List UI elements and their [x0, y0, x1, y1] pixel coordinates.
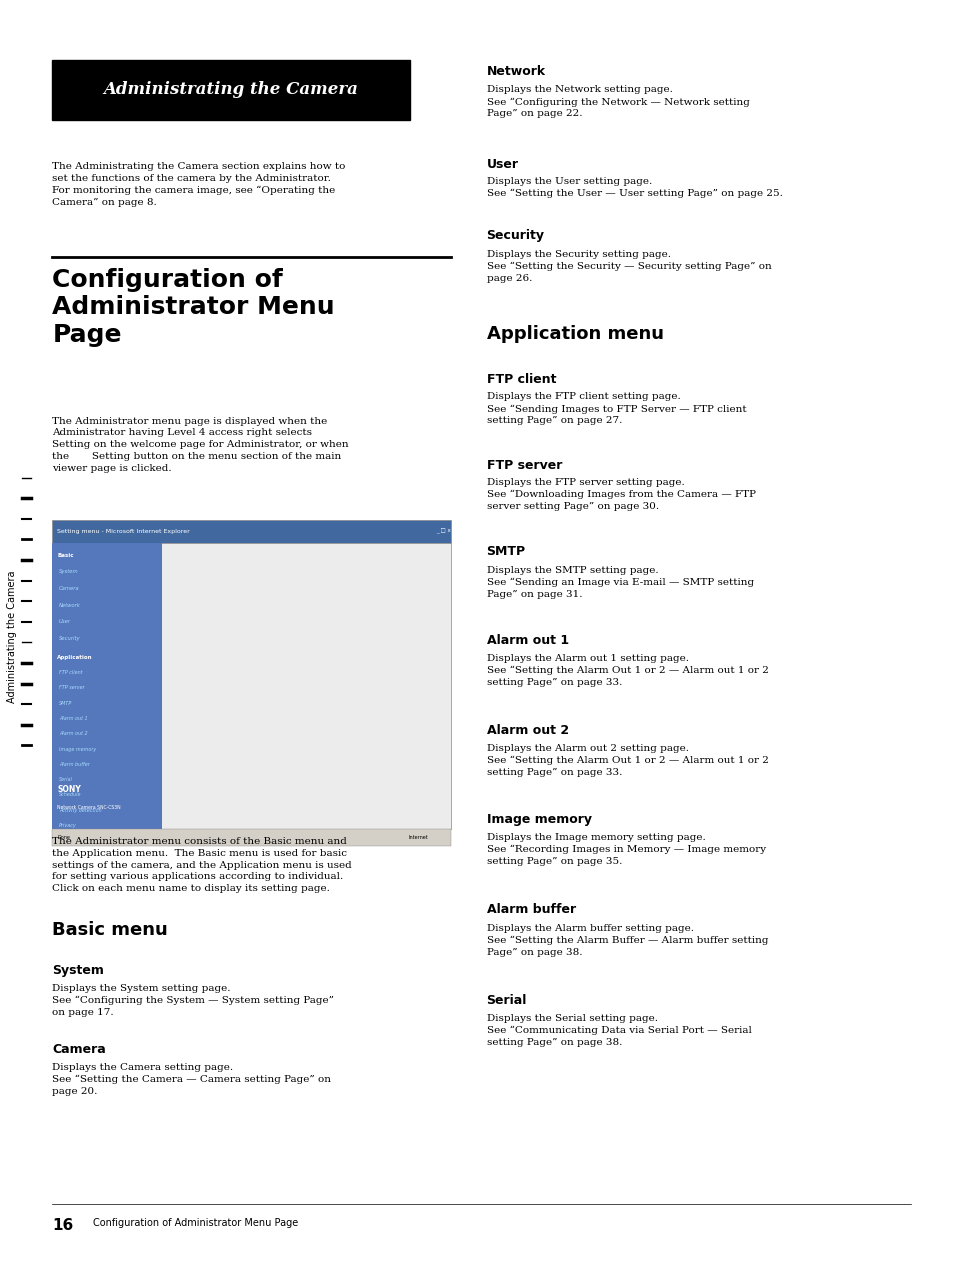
Text: Network: Network [59, 603, 81, 608]
Text: Alarm buffer: Alarm buffer [59, 762, 90, 767]
Text: Security: Security [486, 229, 544, 242]
Text: Configuration of
Administrator Menu
Page: Configuration of Administrator Menu Page [52, 268, 335, 347]
Text: Displays the SMTP setting page.
See “Sending an Image via E-mail — SMTP setting
: Displays the SMTP setting page. See “Sen… [486, 566, 753, 599]
Text: Serial: Serial [59, 777, 73, 782]
Text: _ □ x: _ □ x [436, 529, 450, 534]
Text: Application: Application [57, 655, 92, 660]
Text: FTP client: FTP client [59, 670, 83, 675]
Text: Setting menu - Microsoft Internet Explorer: Setting menu - Microsoft Internet Explor… [57, 529, 190, 534]
Text: Done: Done [57, 836, 70, 840]
Text: Basic: Basic [57, 553, 73, 558]
Text: Displays the FTP client setting page.
See “Sending Images to FTP Server — FTP cl: Displays the FTP client setting page. Se… [486, 392, 745, 426]
FancyBboxPatch shape [52, 543, 451, 829]
Text: The Administrator menu page is displayed when the
Administrator having Level 4 a: The Administrator menu page is displayed… [52, 417, 349, 473]
Text: SMTP: SMTP [59, 701, 72, 706]
Text: Image memory: Image memory [486, 813, 591, 826]
Text: SMTP: SMTP [486, 545, 525, 558]
Text: Network Camera SNC-CS3N: Network Camera SNC-CS3N [57, 805, 121, 810]
Text: FTP server: FTP server [486, 459, 561, 471]
Text: Internet: Internet [408, 836, 428, 840]
Text: Basic menu: Basic menu [52, 921, 168, 939]
Text: Administrating the Camera: Administrating the Camera [103, 80, 358, 98]
Text: Camera: Camera [59, 586, 80, 591]
Text: The Administrator menu consists of the Basic menu and
the Application menu.  The: The Administrator menu consists of the B… [52, 837, 352, 893]
Text: Displays the Network setting page.
See “Configuring the Network — Network settin: Displays the Network setting page. See “… [486, 85, 749, 118]
Text: Displays the Serial setting page.
See “Communicating Data via Serial Port — Seri: Displays the Serial setting page. See “C… [486, 1014, 751, 1047]
Text: User: User [486, 158, 518, 171]
Text: Displays the User setting page.
See “Setting the User — User setting Page” on pa: Displays the User setting page. See “Set… [486, 177, 781, 199]
Text: Alarm out 2: Alarm out 2 [486, 724, 568, 736]
FancyBboxPatch shape [52, 60, 410, 120]
Text: Displays the Alarm out 2 setting page.
See “Setting the Alarm Out 1 or 2 — Alarm: Displays the Alarm out 2 setting page. S… [486, 744, 767, 777]
Text: Alarm out 1: Alarm out 1 [486, 634, 568, 647]
Text: Displays the System setting page.
See “Configuring the System — System setting P: Displays the System setting page. See “C… [52, 984, 335, 1017]
Text: SONY: SONY [57, 785, 81, 794]
Text: Camera: Camera [52, 1043, 106, 1056]
Text: Displays the FTP server setting page.
See “Downloading Images from the Camera — : Displays the FTP server setting page. Se… [486, 478, 755, 511]
Text: FTP server: FTP server [59, 685, 85, 691]
Text: Displays the Security setting page.
See “Setting the Security — Security setting: Displays the Security setting page. See … [486, 250, 770, 283]
Text: Schedule: Schedule [59, 792, 82, 798]
Text: Displays the Alarm buffer setting page.
See “Setting the Alarm Buffer — Alarm bu: Displays the Alarm buffer setting page. … [486, 924, 767, 957]
Text: User: User [59, 619, 71, 624]
FancyBboxPatch shape [52, 520, 451, 543]
Text: Administrating the Camera: Administrating the Camera [8, 571, 17, 703]
Text: Displays the Image memory setting page.
See “Recording Images in Memory — Image : Displays the Image memory setting page. … [486, 833, 765, 866]
Text: Activity detection: Activity detection [59, 808, 102, 813]
FancyBboxPatch shape [52, 543, 162, 829]
Text: Alarm buffer: Alarm buffer [486, 903, 575, 916]
Text: FTP client: FTP client [486, 373, 556, 386]
Text: Configuration of Administrator Menu Page: Configuration of Administrator Menu Page [92, 1218, 297, 1228]
Text: System: System [52, 964, 104, 977]
Text: The Administrating the Camera section explains how to
set the functions of the c: The Administrating the Camera section ex… [52, 162, 346, 206]
Text: Displays the Camera setting page.
See “Setting the Camera — Camera setting Page”: Displays the Camera setting page. See “S… [52, 1063, 331, 1096]
Text: 16: 16 [52, 1218, 73, 1233]
FancyBboxPatch shape [52, 829, 451, 846]
Text: Alarm out 1: Alarm out 1 [59, 716, 88, 721]
Text: Alarm out 2: Alarm out 2 [59, 731, 88, 736]
Text: Network: Network [486, 65, 545, 78]
Text: Privacy: Privacy [59, 823, 77, 828]
Text: Image memory: Image memory [59, 747, 96, 752]
Text: Application menu: Application menu [486, 325, 663, 343]
Text: Displays the Alarm out 1 setting page.
See “Setting the Alarm Out 1 or 2 — Alarm: Displays the Alarm out 1 setting page. S… [486, 654, 767, 687]
Text: Security: Security [59, 636, 81, 641]
Text: System: System [59, 569, 79, 575]
Text: Serial: Serial [486, 994, 526, 1006]
